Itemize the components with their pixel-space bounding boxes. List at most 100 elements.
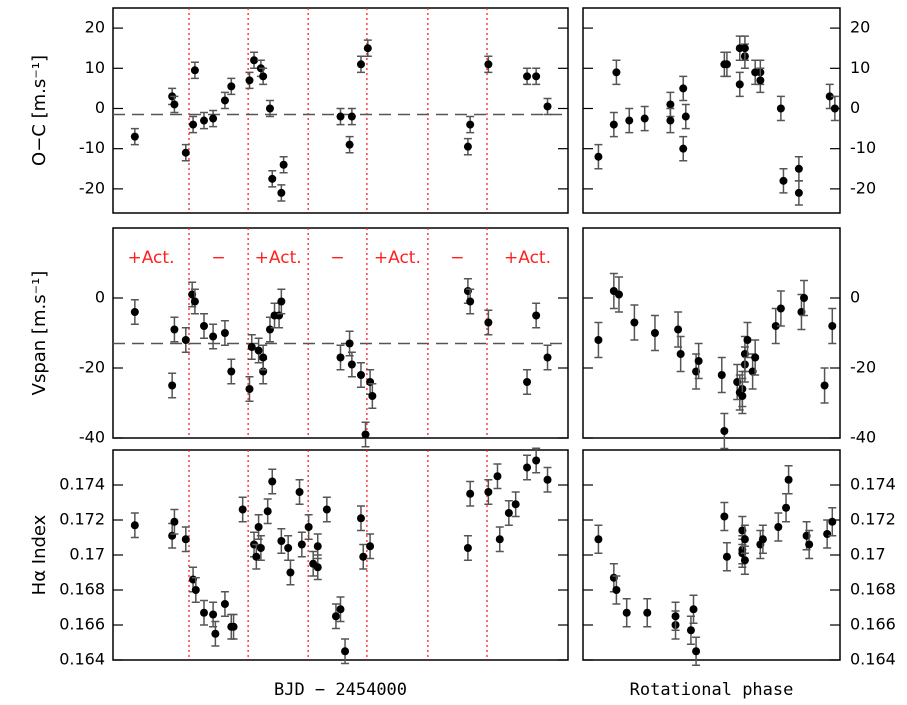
data-point [643, 608, 652, 617]
y-tick-label: 0.174 [59, 475, 105, 494]
data-point [794, 188, 803, 197]
data-point [686, 626, 695, 635]
data-point [523, 378, 532, 386]
y-tick-label: 20 [85, 18, 105, 37]
data-point [284, 544, 293, 552]
data-point [347, 360, 356, 369]
data-point [130, 521, 139, 530]
data-point [254, 523, 263, 531]
x-axis-label: Rotational phase [630, 680, 794, 700]
data-point [366, 542, 375, 551]
data-point [200, 322, 208, 330]
data-point [250, 56, 259, 65]
data-point [740, 44, 749, 53]
data-point [776, 304, 785, 313]
data-point [784, 475, 793, 484]
data-point [304, 523, 313, 531]
data-point [722, 60, 731, 69]
data-point [295, 488, 304, 496]
y-tick-label: 0.17 [69, 545, 105, 564]
data-point [720, 427, 729, 435]
data-point [345, 339, 354, 348]
data-point [779, 176, 788, 185]
y-tick-label: 0.174 [850, 475, 896, 494]
y-tick-label: 0.168 [59, 580, 105, 599]
y-tick-label: 0.166 [59, 615, 105, 634]
data-point [676, 350, 685, 358]
data-point [640, 114, 649, 123]
data-point [594, 535, 603, 544]
data-point [227, 367, 236, 376]
y-tick-label: -10 [850, 138, 876, 157]
data-point [532, 72, 541, 81]
data-point [830, 104, 839, 113]
data-point [463, 544, 472, 552]
y-tick-label: 0 [95, 288, 105, 307]
data-point [341, 647, 350, 656]
data-point [190, 66, 199, 75]
data-point [543, 102, 552, 111]
panel-frame [112, 227, 569, 439]
data-point [466, 297, 475, 306]
data-point [484, 318, 493, 327]
data-point [200, 608, 208, 617]
data-point [805, 540, 814, 549]
data-point [356, 514, 365, 523]
data-point [609, 120, 618, 129]
y-tick-label: 0 [95, 98, 105, 117]
y-tick-label: 0.17 [850, 545, 886, 564]
x-axis-label: BJD − 2454000 [274, 680, 407, 700]
data-point [511, 500, 520, 509]
data-point [313, 542, 322, 551]
data-point [200, 116, 208, 125]
data-point [614, 290, 623, 299]
data-point [247, 343, 256, 351]
data-point [495, 535, 504, 544]
data-point [130, 308, 139, 316]
data-point [674, 325, 683, 334]
data-point [252, 552, 261, 561]
data-point [666, 100, 675, 109]
data-point [758, 535, 767, 544]
panel-frame [112, 7, 569, 214]
data-point [622, 608, 631, 617]
y-axis-label: O−C [m.s⁻¹] [29, 55, 50, 166]
activity-label: − [211, 248, 225, 268]
data-point [794, 164, 803, 173]
data-point [825, 92, 834, 101]
data-point [543, 475, 552, 484]
data-point [168, 381, 177, 390]
data-point [227, 82, 236, 91]
data-point [181, 336, 190, 344]
data-point [466, 120, 475, 129]
data-point [720, 512, 729, 521]
data-point [740, 535, 749, 544]
data-point [286, 568, 295, 577]
data-point [820, 381, 829, 390]
data-point [484, 60, 493, 69]
data-point [594, 336, 603, 344]
data-point [612, 68, 621, 77]
data-point [170, 100, 179, 109]
data-point [612, 586, 621, 594]
data-point [256, 544, 265, 552]
y-axis-label: Hα Index [29, 514, 50, 595]
data-point [722, 552, 731, 561]
y-tick-label: -40 [850, 428, 876, 447]
data-point [191, 586, 200, 594]
y-tick-label: 20 [850, 18, 870, 37]
data-point [523, 72, 532, 81]
data-point [828, 322, 837, 330]
data-point [484, 488, 493, 496]
data-point [504, 509, 513, 517]
data-point [259, 72, 268, 81]
data-point [771, 322, 780, 330]
y-tick-label: -20 [79, 358, 105, 377]
data-point [782, 503, 791, 512]
data-point [277, 188, 286, 197]
data-point [743, 336, 752, 344]
data-point [828, 517, 837, 526]
data-point [740, 556, 749, 565]
y-tick-label: 0.164 [59, 650, 105, 669]
y-tick-label: -40 [79, 428, 105, 447]
